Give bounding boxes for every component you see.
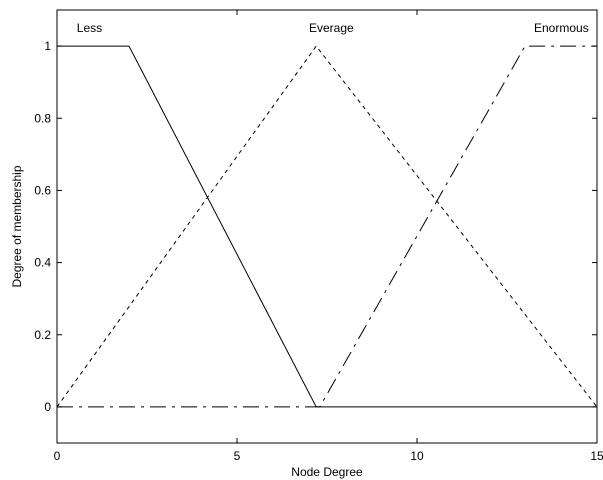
x-tick-label: 5 [234,449,241,463]
series-line-enormous [57,45,597,408]
series-label-enormous: Enormous [534,21,589,35]
x-tick-label: 10 [410,449,424,463]
tick-layer: 0 5 10 15 0 0.2 0.4 0.6 0.8 1 [34,10,603,463]
x-tick-label: 15 [590,449,603,463]
y-tick-label: 0 [44,400,51,414]
y-tick-label: 0.8 [34,111,51,125]
label-layer: Less Everage Enormous [77,21,589,35]
plot-frame [56,9,598,444]
x-tick-label: 0 [54,449,61,463]
series-label-everage: Everage [309,21,354,35]
series-label-less: Less [77,21,102,35]
y-tick-label: 1 [44,39,51,53]
plot-background [57,10,597,443]
y-tick-label: 0.4 [34,256,51,270]
y-axis-title: Degree of membership [10,165,24,287]
x-axis-title: Node Degree [291,465,363,479]
y-tick-label: 0.6 [34,183,51,197]
series-layer [56,45,598,408]
y-tick-label: 0.2 [34,328,51,342]
